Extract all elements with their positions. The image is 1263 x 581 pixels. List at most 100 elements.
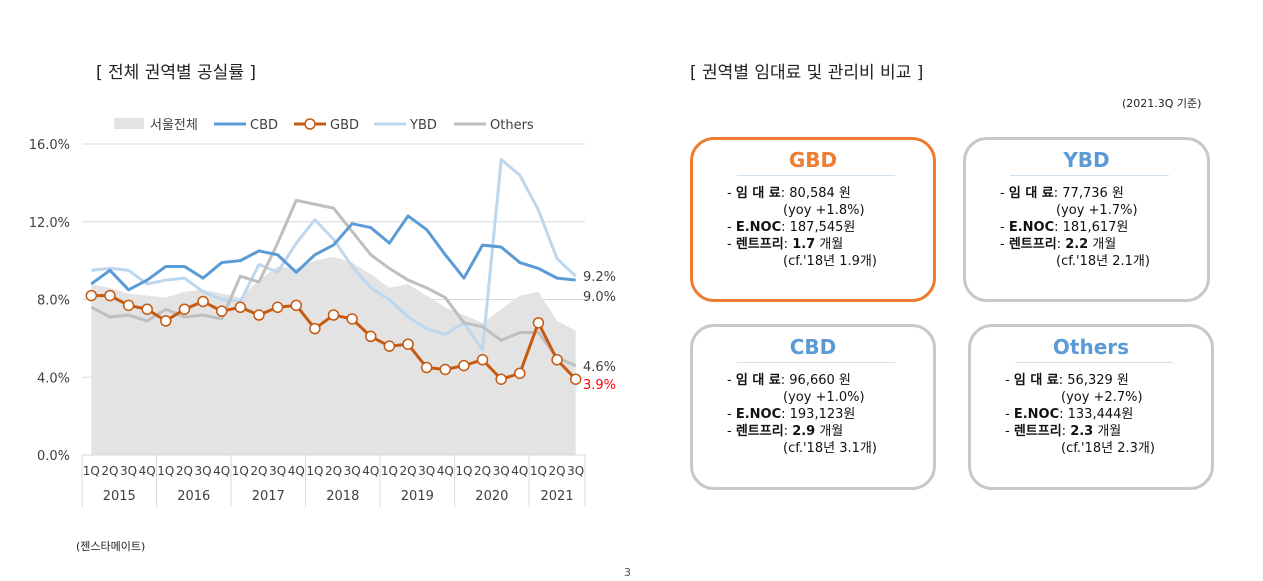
gbd-point xyxy=(104,289,116,302)
legend-label: GBD xyxy=(330,118,359,133)
gbd-point xyxy=(197,295,209,308)
cbd-card-body: - 임 대 료: 96,660 원 (yoy +1.0%) - E.NOC: 193… xyxy=(727,372,877,457)
year-tick-label: 2017 xyxy=(252,489,285,504)
gbd-point xyxy=(514,367,526,380)
source-note: (젠스타메이트) xyxy=(76,540,146,553)
quarter-tick-label: 1Q xyxy=(83,464,100,478)
rent-free-row: - 렌트프리: 2.9 개월 xyxy=(727,424,844,439)
gbd-point xyxy=(309,322,321,335)
cbd-card-title: CBD xyxy=(789,335,837,359)
rent-yoy-row: (yoy +1.8%) xyxy=(783,203,865,218)
card-divider xyxy=(737,175,895,176)
quarter-tick-label: 1Q xyxy=(530,464,547,478)
rent-row: - 임 대 료: 56,329 원 xyxy=(1005,373,1129,388)
end-value-label: 9.0% xyxy=(583,290,616,305)
rent-row: - 임 대 료: 80,584 원 xyxy=(727,186,851,201)
quarter-tick-label: 1Q xyxy=(455,464,472,478)
enoc-row: - E.NOC: 133,444원 xyxy=(1005,407,1134,422)
gbd-point xyxy=(234,301,247,314)
quarter-tick-label: 2Q xyxy=(176,464,193,478)
gbd-point xyxy=(253,309,265,321)
quarter-tick-label: 3Q xyxy=(195,464,212,478)
gbd-point xyxy=(178,303,191,315)
gbd-card-body: - 임 대 료: 80,584 원 (yoy +1.8%) - E.NOC: 187… xyxy=(727,185,877,270)
gbd-point xyxy=(569,373,582,385)
gbd-point xyxy=(271,301,284,314)
legend-label: CBD xyxy=(250,118,278,133)
quarter-tick-label: 4Q xyxy=(213,464,230,478)
gbd-card: GBD - 임 대 료: 80,584 원 (yoy +1.8%) - E.NOC: … xyxy=(690,137,936,302)
ybd-line xyxy=(91,158,577,352)
enoc-row: - E.NOC: 193,123원 xyxy=(727,407,856,422)
quarter-tick-label: 2Q xyxy=(549,464,566,478)
vacancy-rate-chart: 0.0% 4.0% 8.0% 12.0% 16.0% 9.2% 9.0% 4.6% 3.9% 1Q… xyxy=(29,118,616,507)
quarter-tick-label: 4Q xyxy=(437,464,454,478)
ybd-card-title: YBD xyxy=(1063,148,1110,172)
rent-free-compare-row: (cf.'18년 1.9개) xyxy=(783,254,877,269)
rent-free-compare-row: (cf.'18년 3.1개) xyxy=(783,441,877,456)
quarter-tick-label: 2Q xyxy=(325,464,342,478)
rent-yoy-row: (yoy +1.7%) xyxy=(1056,203,1138,218)
cbd-card: CBD - 임 대 료: 96,660 원 (yoy +1.0%) - E.NOC: … xyxy=(690,324,936,490)
quarter-tick-label: 1Q xyxy=(157,464,174,478)
y-tick-label: 0.0% xyxy=(37,449,70,464)
gbd-point xyxy=(458,359,470,372)
quarter-tick-label: 3Q xyxy=(344,464,361,478)
quarter-tick-label: 2Q xyxy=(101,464,118,478)
quarter-tick-label: 4Q xyxy=(288,464,305,478)
gbd-point xyxy=(141,303,153,315)
gbd-point xyxy=(160,315,172,327)
enoc-row: - E.NOC: 187,545원 xyxy=(727,220,856,235)
gbd-point xyxy=(383,340,396,352)
rent-row: - 임 대 료: 77,736 원 xyxy=(1000,186,1124,201)
seoul-total-area xyxy=(91,256,576,455)
enoc-row: - E.NOC: 181,617원 xyxy=(1000,220,1129,235)
gbd-point xyxy=(327,309,340,321)
legend-swatch-seoul xyxy=(114,118,144,129)
ybd-card: YBD - 임 대 료: 77,736 원 (yoy +1.7%) - E.NOC: … xyxy=(963,137,1210,302)
quarter-tick-label: 2Q xyxy=(399,464,416,478)
rent-free-compare-row: (cf.'18년 2.3개) xyxy=(1061,441,1155,456)
left-section-title: [ 전체 권역별 공실률 ] xyxy=(96,63,256,83)
ybd-card-body: - 임 대 료: 77,736 원 (yoy +1.7%) - E.NOC: 181… xyxy=(1000,185,1150,270)
quarter-tick-label: 4Q xyxy=(139,464,156,478)
quarter-tick-label: 2Q xyxy=(474,464,491,478)
rent-yoy-row: (yoy +1.0%) xyxy=(783,390,865,405)
card-divider xyxy=(1015,362,1173,363)
quarter-tick-label: 2Q xyxy=(250,464,267,478)
cbd-line xyxy=(90,214,576,292)
rent-free-row: - 렌트프리: 2.2 개월 xyxy=(1000,237,1117,252)
end-value-label: 4.6% xyxy=(583,360,616,375)
y-tick-label: 4.0% xyxy=(37,371,70,386)
gbd-point xyxy=(346,313,358,325)
gbd-point xyxy=(290,299,302,312)
gbd-point xyxy=(122,299,135,312)
page-number: 3 xyxy=(624,566,631,579)
gbd-point xyxy=(551,354,563,366)
rent-free-row: - 렌트프리: 1.7 개월 xyxy=(727,237,844,252)
rent-yoy-row: (yoy +2.7%) xyxy=(1061,390,1143,405)
card-divider xyxy=(1010,175,1169,176)
year-tick-label: 2020 xyxy=(475,489,508,504)
rent-free-row: - 렌트프리: 2.3 개월 xyxy=(1005,424,1122,439)
gbd-point xyxy=(402,338,414,350)
year-tick-label: 2019 xyxy=(401,489,434,504)
gbd-point xyxy=(495,373,507,385)
others-card-title: Others xyxy=(1052,335,1130,359)
quarter-tick-label: 4Q xyxy=(362,464,379,478)
y-tick-label: 16.0% xyxy=(29,138,70,153)
others-card: Others - 임 대 료: 56,329 원 (yoy +2.7%) - E.NO… xyxy=(968,324,1214,490)
card-divider xyxy=(737,362,895,363)
as-of-note: (2021.3Q 기준) xyxy=(1122,97,1202,110)
quarter-tick-label: 3Q xyxy=(269,464,286,478)
right-section-title: [ 권역별 임대료 및 관리비 비교 ] xyxy=(690,63,924,83)
gbd-card-title: GBD xyxy=(788,148,838,172)
gbd-point xyxy=(420,361,433,374)
rent-row: - 임 대 료: 96,660 원 xyxy=(727,373,851,388)
end-value-label: 9.2% xyxy=(583,270,616,285)
quarter-tick-label: 1Q xyxy=(381,464,398,478)
year-tick-label: 2016 xyxy=(177,489,210,504)
quarter-tick-label: 3Q xyxy=(567,464,584,478)
y-tick-label: 12.0% xyxy=(29,216,70,231)
gbd-point xyxy=(439,363,452,376)
